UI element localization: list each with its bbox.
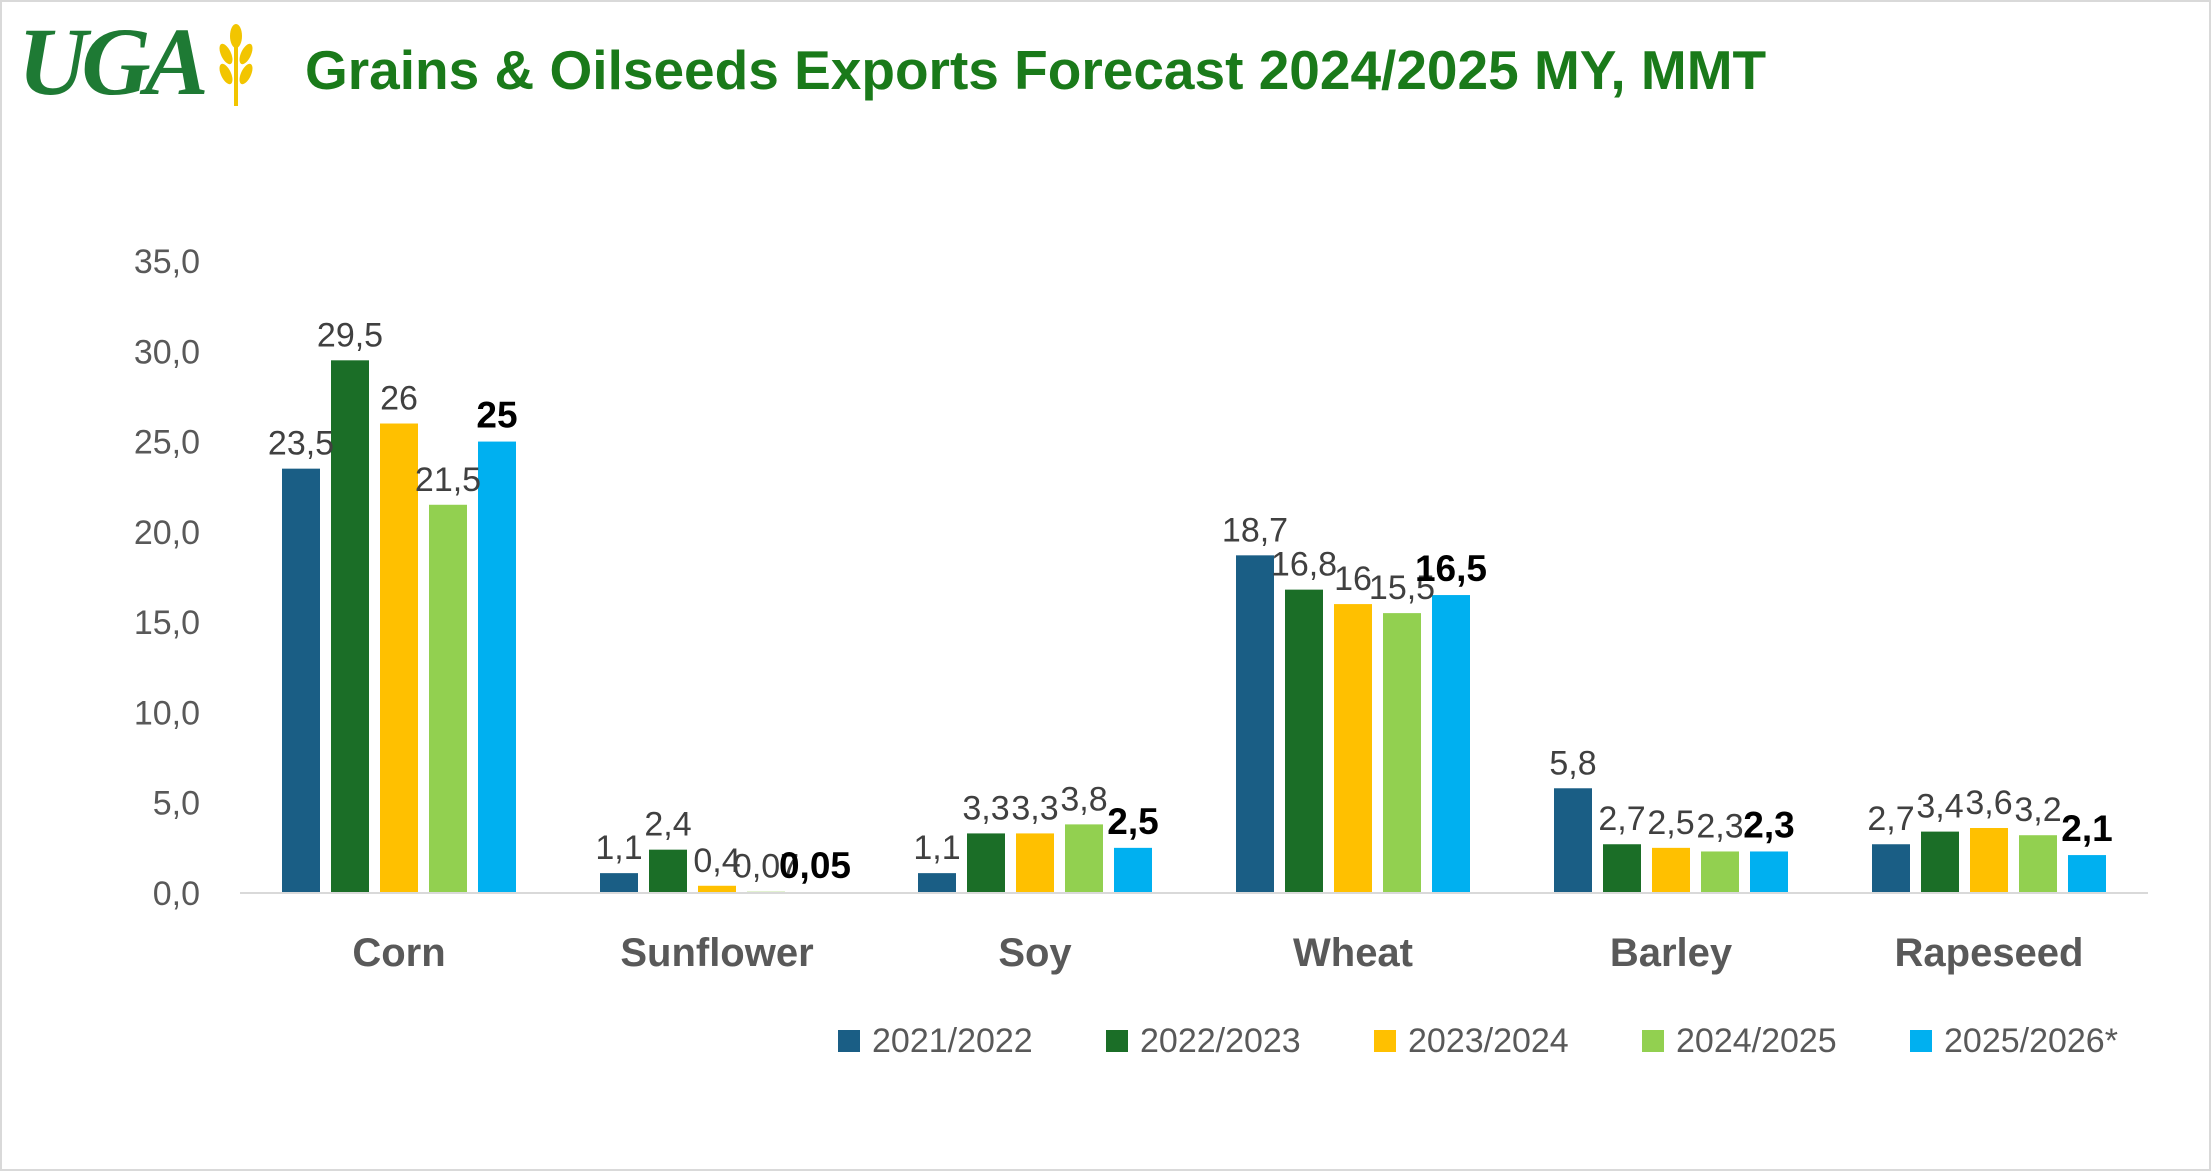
category-label: Corn: [352, 931, 445, 975]
bar-barley-4: [1701, 851, 1739, 893]
data-label: 2,7: [1867, 800, 1914, 838]
bar-wheat-5: [1432, 595, 1470, 893]
bar-soy-4: [1065, 824, 1103, 893]
data-label: 1,1: [595, 829, 642, 867]
logo-text: UGA: [18, 8, 209, 115]
data-label: 21,5: [415, 461, 481, 499]
bar-barley-1: [1554, 788, 1592, 893]
bar-corn-3: [380, 423, 418, 893]
bar-wheat-4: [1383, 613, 1421, 893]
data-label: 2,7: [1598, 800, 1645, 838]
data-label: 3,6: [1965, 784, 2012, 822]
data-label: 2,4: [644, 806, 691, 844]
legend-label: 2021/2022: [872, 1022, 1033, 1060]
legend-label: 2023/2024: [1408, 1022, 1569, 1060]
bar-sunflower-1: [600, 873, 638, 893]
data-label: 2,5: [1107, 801, 1158, 842]
data-label: 2,1: [2061, 808, 2112, 849]
legend: 2021/2022 2022/2023 2023/2024 2024/2025 2025…: [838, 1022, 2118, 1060]
bar-rapeseed-4: [2019, 835, 2057, 893]
x-axis-categories: Corn Sunflower Soy Wheat Barley Rapeseed: [352, 931, 2083, 975]
bar-rapeseed-3: [1970, 827, 2008, 893]
y-tick-label: 5,0: [153, 785, 200, 823]
legend-label: 2022/2023: [1140, 1022, 1301, 1060]
data-label: 3,3: [1011, 789, 1058, 827]
y-tick-label: 0,0: [153, 875, 200, 913]
data-label: 16,8: [1271, 546, 1337, 584]
legend-swatch: [838, 1030, 860, 1052]
data-label: 16,5: [1415, 548, 1487, 589]
data-label: 2,3: [1696, 807, 1743, 845]
category-label: Rapeseed: [1895, 931, 2084, 975]
data-label: 2,5: [1647, 804, 1694, 842]
data-label: 23,5: [268, 425, 334, 463]
data-label: 3,3: [962, 789, 1009, 827]
legend-swatch: [1106, 1030, 1128, 1052]
bar-corn-2: [331, 360, 369, 893]
y-tick-label: 35,0: [134, 243, 200, 281]
category-label: Soy: [998, 931, 1072, 975]
data-label: 29,5: [317, 316, 383, 354]
chart-title: Grains & Oilseeds Exports Forecast 2024/…: [305, 39, 1767, 101]
data-label: 25: [476, 395, 517, 436]
bars: [282, 360, 2106, 893]
data-label: 18,7: [1222, 511, 1288, 549]
bar-soy-1: [918, 873, 956, 893]
bar-soy-2: [967, 833, 1005, 893]
bar-wheat-1: [1236, 555, 1274, 893]
data-label: 1,1: [913, 829, 960, 867]
bar-soy-3: [1016, 833, 1054, 893]
bar-soy-5: [1114, 847, 1152, 893]
data-label: 0,4: [693, 842, 740, 880]
data-label: 2,3: [1743, 804, 1794, 845]
data-label: 3,2: [2014, 791, 2061, 829]
data-label: 15,5: [1369, 569, 1435, 607]
data-label: 0,07: [733, 848, 799, 886]
y-tick-label: 20,0: [134, 514, 200, 552]
data-label: 16: [1334, 560, 1372, 598]
data-label: 5,8: [1549, 744, 1596, 782]
bar-sunflower-3: [698, 885, 736, 893]
legend-label: 2024/2025: [1676, 1022, 1837, 1060]
legend-label: 2025/2026*: [1944, 1022, 2118, 1060]
y-axis: 0,0 5,0 10,0 15,0 20,0 25,0 30,0 35,0: [134, 243, 200, 913]
y-tick-label: 15,0: [134, 604, 200, 642]
y-tick-label: 25,0: [134, 424, 200, 462]
category-label: Barley: [1610, 931, 1733, 975]
bar-corn-1: [282, 468, 320, 893]
bar-sunflower-2: [649, 849, 687, 893]
bar-barley-2: [1603, 844, 1641, 893]
y-tick-label: 10,0: [134, 694, 200, 732]
wheat-icon: [219, 24, 253, 106]
data-label: 26: [380, 380, 418, 418]
legend-swatch: [1374, 1030, 1396, 1052]
legend-swatch: [1642, 1030, 1664, 1052]
bar-barley-5: [1750, 851, 1788, 893]
category-label: Wheat: [1293, 931, 1413, 975]
bar-corn-4: [429, 504, 467, 893]
data-label: 0,05: [779, 845, 851, 886]
bar-wheat-3: [1334, 604, 1372, 893]
data-label: 3,8: [1060, 780, 1107, 818]
bar-corn-5: [478, 441, 516, 893]
bar-barley-3: [1652, 847, 1690, 893]
bar-rapeseed-5: [2068, 855, 2106, 893]
bar-rapeseed-1: [1872, 844, 1910, 893]
category-label: Sunflower: [620, 931, 813, 975]
uga-logo: UGA: [18, 14, 258, 110]
data-label: 3,4: [1916, 788, 1963, 826]
bar-rapeseed-2: [1921, 831, 1959, 893]
bar-wheat-2: [1285, 589, 1323, 893]
y-tick-label: 30,0: [134, 333, 200, 371]
legend-swatch: [1910, 1030, 1932, 1052]
